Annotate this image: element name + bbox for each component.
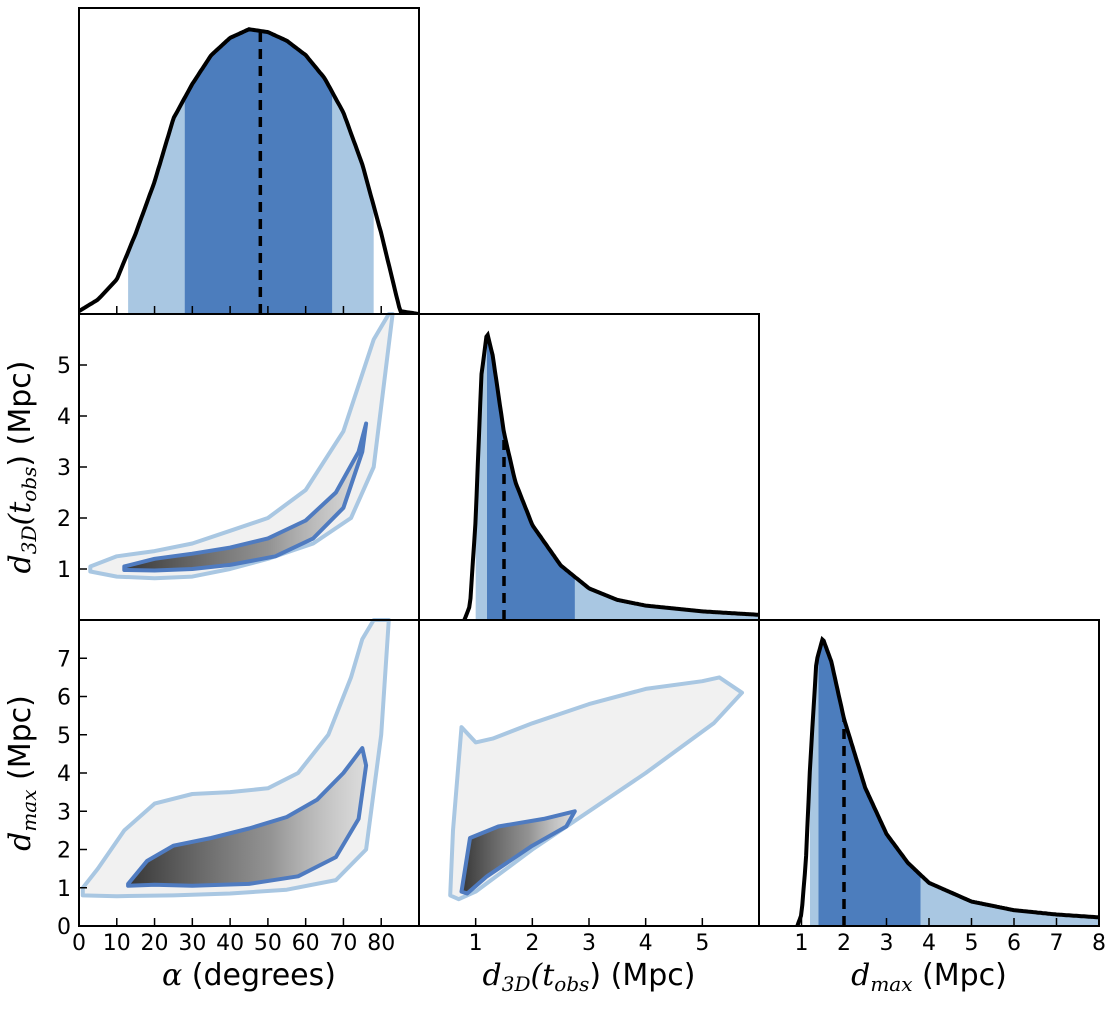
band-68 [184, 29, 333, 314]
y-tick-label: 2 [57, 507, 71, 532]
x-tick-label: 5 [965, 931, 979, 956]
x-tick-label: 1 [469, 931, 483, 956]
x-tick-label: 20 [141, 931, 169, 956]
y-axis-label-dmax: dmax (Mpc) [3, 695, 41, 851]
y-tick-label: 0 [57, 915, 71, 940]
x-tick-label: 2 [837, 931, 851, 956]
panel-dmax-hist [758, 619, 1100, 927]
x-tick-label: 40 [216, 931, 244, 956]
x-tick-label: 4 [922, 931, 936, 956]
panel-d3d-hist [418, 313, 760, 621]
x-tick-label: 0 [72, 931, 86, 956]
x-tick-label: 5 [695, 931, 709, 956]
contour-95 [448, 675, 744, 902]
contour-68 [122, 421, 369, 573]
x-tick-label: 8 [1092, 931, 1106, 956]
y-tick-label: 3 [57, 800, 71, 825]
histogram-curve [795, 635, 1100, 927]
y-tick-label: 4 [57, 762, 71, 787]
y-tick-label: 1 [57, 877, 71, 902]
x-tick-label: 6 [1007, 931, 1021, 956]
x-tick-label: 4 [639, 931, 653, 956]
y-tick-label: 5 [57, 354, 71, 379]
x-axis-label-dmax: dmax (Mpc) [851, 958, 1007, 996]
y-tick-label: 5 [57, 724, 71, 749]
x-tick-label: 2 [525, 931, 539, 956]
x-tick-label: 50 [254, 931, 282, 956]
x-tick-label: 60 [292, 931, 320, 956]
y-tick-label: 1 [57, 558, 71, 583]
panel-dmax-vs-alpha [78, 618, 420, 927]
y-tick-label: 3 [57, 456, 71, 481]
y-tick-label: 2 [57, 839, 71, 864]
histogram-curve [462, 330, 760, 621]
x-tick-label: 30 [178, 931, 206, 956]
x-axis-label-alpha: α (degrees) [162, 958, 336, 993]
x-tick-label: 1 [795, 931, 809, 956]
x-tick-label: 3 [582, 931, 596, 956]
band-68 [487, 332, 575, 620]
histogram-curve [78, 27, 420, 316]
density-core [128, 748, 367, 886]
panel-d3d-vs-alpha [78, 312, 420, 621]
panel-alpha-hist [78, 7, 420, 316]
y-axis-label-d3d: d3D(tobs) (Mpc) [3, 361, 41, 574]
density-core [124, 423, 367, 571]
panel-dmax-vs-d3d [418, 619, 760, 927]
y-tick-label: 7 [57, 647, 71, 672]
x-tick-label: 10 [103, 931, 131, 956]
x-tick-label: 7 [1050, 931, 1064, 956]
x-axis-label-d3d: d3D(tobs) (Mpc) [483, 958, 696, 996]
y-tick-label: 4 [57, 405, 71, 430]
x-tick-label: 70 [329, 931, 357, 956]
x-tick-label: 80 [367, 931, 395, 956]
x-tick-label: 3 [880, 931, 894, 956]
y-tick-label: 6 [57, 686, 71, 711]
contour-95 [80, 618, 391, 899]
contour-68 [126, 746, 369, 888]
contour-68 [459, 809, 577, 896]
